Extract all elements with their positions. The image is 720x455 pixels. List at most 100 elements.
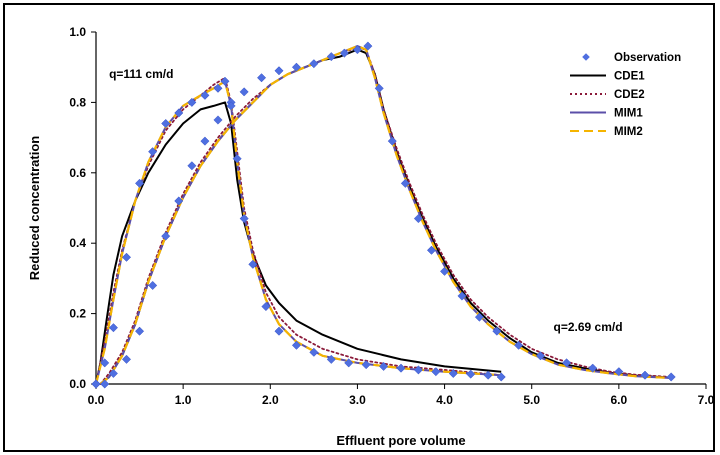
observation-marker: [483, 370, 493, 380]
observation-marker: [187, 161, 197, 171]
x-tick-label: 3.0: [349, 393, 366, 407]
y-tick-label: 0.2: [69, 307, 86, 321]
observation-marker: [614, 367, 624, 377]
observation-marker: [535, 351, 545, 361]
observation-marker: [213, 83, 223, 93]
observation-marker: [400, 178, 410, 188]
observation-marker: [174, 108, 184, 118]
series-line-cde2: [99, 46, 672, 385]
observation-marker: [344, 358, 354, 368]
tick-layer: 0.0 1.0 2.0 3.0 4.0 5.0 6.0 7.0 0.0 0.2 0.4 0.6 0.8 1…: [69, 25, 714, 407]
observation-marker: [91, 379, 101, 389]
observation-marker: [100, 358, 110, 368]
observation-marker: [261, 302, 271, 312]
observation-marker: [135, 178, 145, 188]
observation-marker: [220, 76, 230, 86]
observation-marker: [174, 196, 184, 206]
observation-marker: [339, 48, 349, 58]
x-tick-label: 4.0: [436, 393, 453, 407]
observation-marker: [291, 340, 301, 350]
y-tick-label: 0.0: [69, 377, 86, 391]
legend-label-mim1: MIM1: [614, 108, 643, 120]
series-line-cde2: [95, 76, 503, 385]
x-tick-label: 1.0: [175, 393, 192, 407]
observation-marker: [474, 312, 484, 322]
observation-marker: [448, 368, 458, 378]
legend-swatch-observation: [582, 53, 590, 61]
observation-marker: [374, 83, 384, 93]
observation-marker: [361, 360, 371, 370]
observation-marker: [666, 372, 676, 382]
observation-marker: [426, 245, 437, 255]
observation-marker: [352, 45, 362, 55]
series-line-mim2: [94, 80, 502, 385]
observation-marker: [148, 280, 158, 290]
observation-marker: [108, 368, 118, 378]
y-tick-label: 0.4: [69, 236, 86, 250]
observation-marker: [326, 52, 336, 62]
series-layer: [94, 44, 672, 385]
markers-layer: [91, 41, 676, 389]
observation-marker: [108, 323, 118, 333]
observation-marker: [387, 136, 397, 146]
observation-marker: [431, 367, 441, 377]
legend-label-cde1: CDE1: [614, 71, 645, 83]
annotation-q269: q=2.69 cm/d: [554, 320, 623, 334]
observation-marker: [274, 326, 284, 336]
observation-marker: [466, 369, 476, 379]
chart-frame: [3, 3, 715, 452]
observation-marker: [232, 154, 242, 164]
observation-marker: [239, 87, 249, 97]
observation-marker: [588, 363, 598, 373]
series-line-mim2: [99, 44, 672, 385]
observation-marker: [274, 66, 284, 76]
observation-marker: [148, 147, 158, 157]
observation-marker: [562, 358, 572, 368]
observation-marker: [640, 370, 650, 380]
observation-marker: [257, 73, 267, 83]
legend: Observation CDE1 CDE2 MIM1 MIM2: [570, 52, 681, 138]
x-tick-label: 5.0: [523, 393, 540, 407]
annotation-q111: q=111 cm/d: [109, 67, 173, 81]
observation-marker: [440, 266, 450, 276]
observation-marker: [239, 214, 249, 224]
observation-marker: [514, 340, 524, 350]
observation-marker: [457, 291, 467, 301]
observation-marker: [135, 326, 145, 336]
y-tick-label: 1.0: [69, 25, 86, 39]
observation-marker: [121, 252, 132, 262]
legend-label-cde2: CDE2: [614, 89, 645, 101]
axes: [95, 32, 706, 385]
series-line-mim1: [95, 80, 502, 385]
observation-marker: [121, 354, 132, 364]
x-tick-label: 2.0: [262, 393, 279, 407]
observation-marker: [213, 115, 223, 125]
y-tick-label: 0.6: [69, 166, 86, 180]
observation-marker: [161, 118, 171, 129]
observation-marker: [226, 101, 236, 111]
x-tick-label: 0.0: [88, 393, 105, 407]
x-tick-label: 7.0: [698, 393, 715, 407]
x-axis-title: Effluent pore volume: [336, 433, 465, 448]
y-axis-title: Reduced concentration: [27, 136, 42, 281]
observation-marker: [100, 379, 110, 389]
observation-marker: [248, 259, 258, 269]
observation-marker: [413, 214, 423, 224]
observation-marker: [363, 41, 373, 51]
legend-label-mim2: MIM2: [614, 126, 643, 138]
observation-marker: [326, 354, 336, 364]
observation-marker: [200, 136, 210, 146]
observation-marker: [161, 231, 171, 241]
observation-marker: [309, 59, 319, 69]
observation-marker: [309, 347, 319, 357]
y-tick-label: 0.8: [69, 95, 86, 109]
observation-marker: [291, 62, 301, 72]
observation-marker: [187, 97, 197, 107]
legend-label-observation: Observation: [614, 52, 681, 64]
observation-marker: [379, 361, 389, 371]
series-line-cde1: [95, 101, 502, 385]
observation-marker: [413, 365, 423, 375]
observation-marker: [396, 363, 406, 373]
observation-marker: [496, 372, 506, 382]
